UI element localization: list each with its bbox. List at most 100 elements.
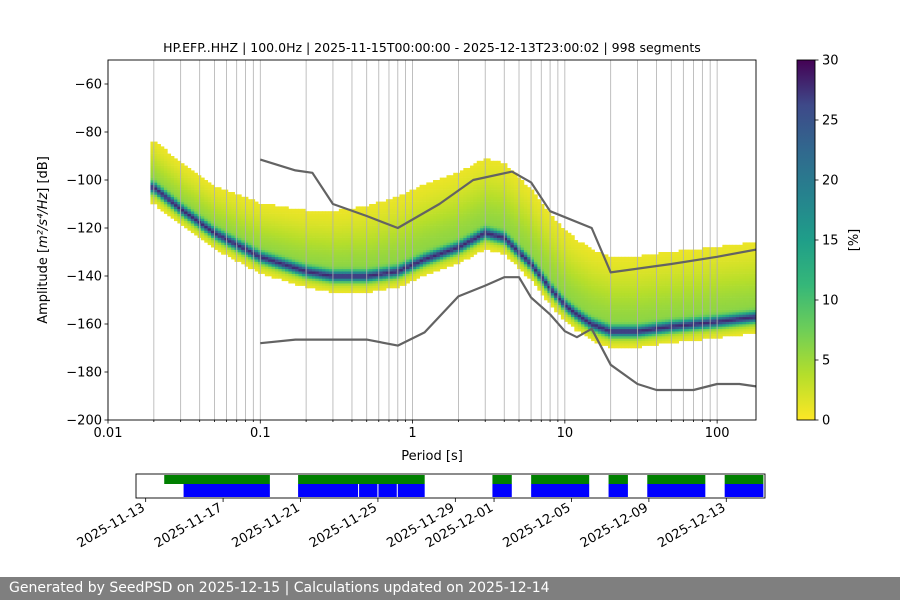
heatmap-cell [325, 285, 330, 289]
heatmap-cell [372, 235, 377, 238]
heatmap-cell [187, 223, 192, 226]
heatmap-cell [574, 316, 579, 320]
heatmap-cell [597, 280, 602, 284]
heatmap-cell [422, 199, 427, 202]
heatmap-cell [554, 273, 558, 277]
heatmap-cell [271, 213, 276, 217]
heatmap-cell [190, 194, 195, 198]
heatmap-cell [496, 196, 501, 200]
heatmap-cell [288, 218, 293, 222]
heatmap-cell [446, 199, 451, 202]
heatmap-cell [389, 247, 394, 250]
heatmap-cell [221, 240, 225, 243]
heatmap-cell [268, 264, 272, 267]
heatmap-cell [254, 247, 259, 250]
heatmap-cell [604, 331, 609, 334]
heatmap-cell [631, 261, 636, 265]
heatmap-cell [527, 228, 531, 231]
heatmap-cell [520, 218, 525, 222]
heatmap-cell [345, 273, 350, 277]
heatmap-cell [207, 213, 212, 217]
heatmap-cell [631, 324, 636, 327]
heatmap-cell [570, 256, 575, 260]
heatmap-cell [436, 228, 441, 231]
heatmap-cell [496, 184, 501, 188]
heatmap-cell [574, 242, 579, 246]
heatmap-cell [429, 194, 434, 198]
heatmap-cell [352, 264, 357, 267]
heatmap-cell [554, 261, 558, 265]
heatmap-cell [604, 271, 609, 274]
heatmap-cell [362, 235, 367, 238]
heatmap-cell [244, 213, 249, 217]
heatmap-cell [348, 247, 353, 250]
heatmap-cell [463, 237, 468, 241]
heatmap-cell [564, 273, 568, 277]
heatmap-cell [510, 208, 515, 212]
heatmap-cell [500, 196, 505, 200]
heatmap-cell [322, 218, 326, 222]
heatmap-cell [204, 216, 209, 219]
heatmap-cell [274, 249, 279, 253]
heatmap-cell [614, 290, 619, 294]
heatmap-cell [507, 235, 511, 238]
heatmap-cell [500, 208, 505, 212]
heatmap-cell [618, 314, 622, 318]
heatmap-cell [402, 252, 407, 255]
heatmap-cell [412, 242, 417, 246]
heatmap-cell [359, 271, 363, 274]
heatmap-cell [426, 242, 431, 246]
heatmap-cell [577, 314, 582, 318]
heatmap-cell [584, 278, 589, 282]
heatmap-cell [254, 206, 259, 210]
heatmap-cell [564, 280, 568, 284]
heatmap-cell [305, 237, 309, 241]
heatmap-cell [237, 252, 242, 255]
heatmap-cell [470, 199, 474, 202]
heatmap-cell [392, 196, 397, 200]
heatmap-cell [389, 271, 394, 274]
heatmap-cell [624, 266, 629, 270]
heatmap-cell [422, 242, 427, 246]
heatmap-cell [463, 230, 468, 234]
heatmap-cell [157, 146, 161, 150]
heatmap-cell [379, 254, 383, 258]
heatmap-cell [190, 216, 195, 219]
heatmap-cell [443, 225, 447, 229]
heatmap-cell [379, 285, 383, 289]
heatmap-cell [564, 240, 568, 243]
heatmap-cell [231, 211, 235, 214]
heatmap-cell [500, 240, 505, 243]
heatmap-cell [382, 242, 387, 246]
heatmap-cell [278, 232, 283, 236]
heatmap-cell [170, 204, 175, 207]
heatmap-cell [389, 240, 394, 243]
heatmap-cell [184, 175, 188, 178]
heatmap-cell [180, 199, 185, 202]
heatmap-cell [577, 261, 582, 265]
heatmap-cell [291, 247, 296, 250]
heatmap-cell [318, 280, 323, 284]
heatmap-cell [157, 177, 161, 181]
heatmap-cell [402, 264, 407, 267]
heatmap-cell [550, 295, 555, 298]
heatmap-cell [544, 237, 548, 241]
heatmap-cell [217, 230, 222, 234]
heatmap-cell [207, 220, 212, 224]
heatmap-cell [607, 312, 612, 315]
heatmap-cell [500, 194, 505, 198]
heatmap-cell [463, 196, 468, 200]
heatmap-cell [412, 223, 417, 226]
heatmap-cell [459, 196, 464, 200]
heatmap-cell [607, 326, 612, 330]
heatmap-cell [369, 266, 373, 270]
heatmap-cell [631, 340, 636, 344]
heatmap-cell [601, 264, 606, 267]
heatmap-cell [470, 228, 474, 231]
heatmap-cell [389, 208, 394, 212]
heatmap-cell [402, 211, 407, 214]
heatmap-cell [533, 278, 538, 282]
heatmap-cell [591, 285, 595, 289]
heatmap-cell [631, 273, 636, 277]
heatmap-cell [274, 235, 279, 238]
